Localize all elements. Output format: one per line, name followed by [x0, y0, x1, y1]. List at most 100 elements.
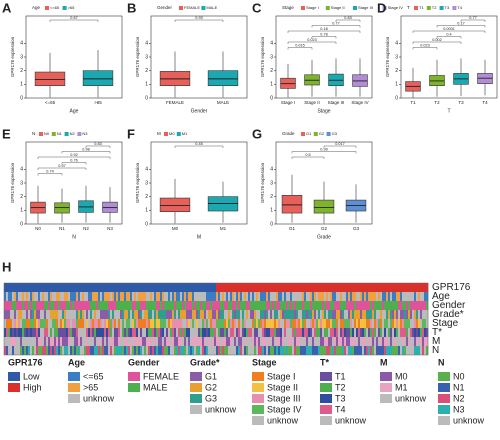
y-tick-label: 2 — [395, 68, 398, 74]
track-cell — [206, 319, 209, 328]
track-cell — [404, 283, 407, 292]
track-cell — [100, 328, 103, 337]
legend-swatch — [326, 132, 331, 136]
track-cell — [116, 337, 119, 346]
track-cell — [346, 301, 349, 310]
track-cell — [28, 283, 31, 292]
track-cell — [422, 319, 425, 328]
track-cell — [258, 301, 261, 310]
track-cell — [322, 283, 325, 292]
track-cell — [38, 337, 41, 346]
track-cell — [48, 283, 51, 292]
track-cell — [138, 292, 141, 301]
track-cell — [132, 319, 135, 328]
track-cell — [38, 310, 41, 319]
track-cell — [268, 301, 271, 310]
track-cell — [194, 301, 197, 310]
track-cell — [4, 319, 7, 328]
track-cell — [238, 310, 241, 319]
legend-label: FEMALE — [143, 371, 179, 381]
track-cell — [350, 310, 353, 319]
track-cell — [192, 310, 195, 319]
track-cell — [280, 310, 283, 319]
track-cell — [146, 328, 149, 337]
track-cell — [414, 319, 417, 328]
track-cell — [276, 346, 279, 355]
track-cell — [378, 310, 381, 319]
track-cell — [316, 292, 319, 301]
track-cell — [202, 310, 205, 319]
track-cell — [112, 346, 115, 355]
track-cell — [422, 283, 425, 292]
track-cell — [218, 310, 221, 319]
track-cell — [412, 292, 415, 301]
track-cell — [74, 301, 77, 310]
track-cell — [384, 319, 387, 328]
track-cell — [24, 292, 27, 301]
legend-swatch — [380, 383, 392, 392]
track-cell — [276, 337, 279, 346]
track-cell — [40, 328, 43, 337]
track-cell — [402, 337, 405, 346]
track-cell — [380, 346, 383, 355]
track-cell — [12, 283, 15, 292]
track-label: GPR176 — [432, 282, 471, 293]
track-cell — [302, 337, 305, 346]
track-cell — [186, 292, 189, 301]
track-cell — [188, 301, 191, 310]
track-cell — [378, 283, 381, 292]
track-cell — [174, 301, 177, 310]
track-cell — [26, 319, 29, 328]
track-cell — [84, 292, 87, 301]
track-cell — [108, 310, 111, 319]
track-cell — [34, 346, 37, 355]
track-cell — [408, 346, 411, 355]
legend-title: GPR176 — [8, 357, 43, 367]
track-cell — [86, 346, 89, 355]
track-cell — [208, 346, 211, 355]
track-cell — [52, 283, 55, 292]
track-cell — [228, 319, 231, 328]
track-cell — [300, 292, 303, 301]
y-tick-label: 2 — [20, 194, 23, 200]
track-cell — [90, 346, 93, 355]
track-cell — [304, 337, 307, 346]
track-cell — [84, 301, 87, 310]
legend-label: G1 — [205, 371, 217, 381]
track-cell — [324, 310, 327, 319]
track-cell — [160, 346, 163, 355]
track-cell — [306, 346, 309, 355]
track-cell — [30, 310, 33, 319]
track-cell — [242, 337, 245, 346]
track-cell — [328, 310, 331, 319]
track-cell — [276, 319, 279, 328]
track-cell — [16, 292, 19, 301]
track-cell — [46, 292, 49, 301]
track-cell — [320, 283, 323, 292]
track-cell — [306, 328, 309, 337]
track-cell — [48, 328, 51, 337]
track-cell — [372, 337, 375, 346]
track-cell — [4, 346, 7, 355]
track-cell — [338, 301, 341, 310]
x-tick-label: N2 — [83, 226, 89, 231]
track-cell — [280, 328, 283, 337]
track-cell — [284, 292, 287, 301]
track-cell — [200, 346, 203, 355]
legend-label: Stage III — [358, 5, 373, 10]
track-cell — [234, 337, 237, 346]
track — [4, 337, 429, 346]
track-cell — [334, 319, 337, 328]
track-cell — [110, 310, 113, 319]
track-cell — [306, 283, 309, 292]
track-cell — [398, 337, 401, 346]
track-cell — [40, 319, 43, 328]
track-cell — [178, 319, 181, 328]
legend-label: G2 — [205, 382, 217, 392]
track-label: Grade* — [432, 309, 464, 320]
track-cell — [172, 310, 175, 319]
track-cell — [270, 337, 273, 346]
track-cell — [270, 319, 273, 328]
legend-swatch — [179, 6, 183, 10]
track-cell — [142, 337, 145, 346]
